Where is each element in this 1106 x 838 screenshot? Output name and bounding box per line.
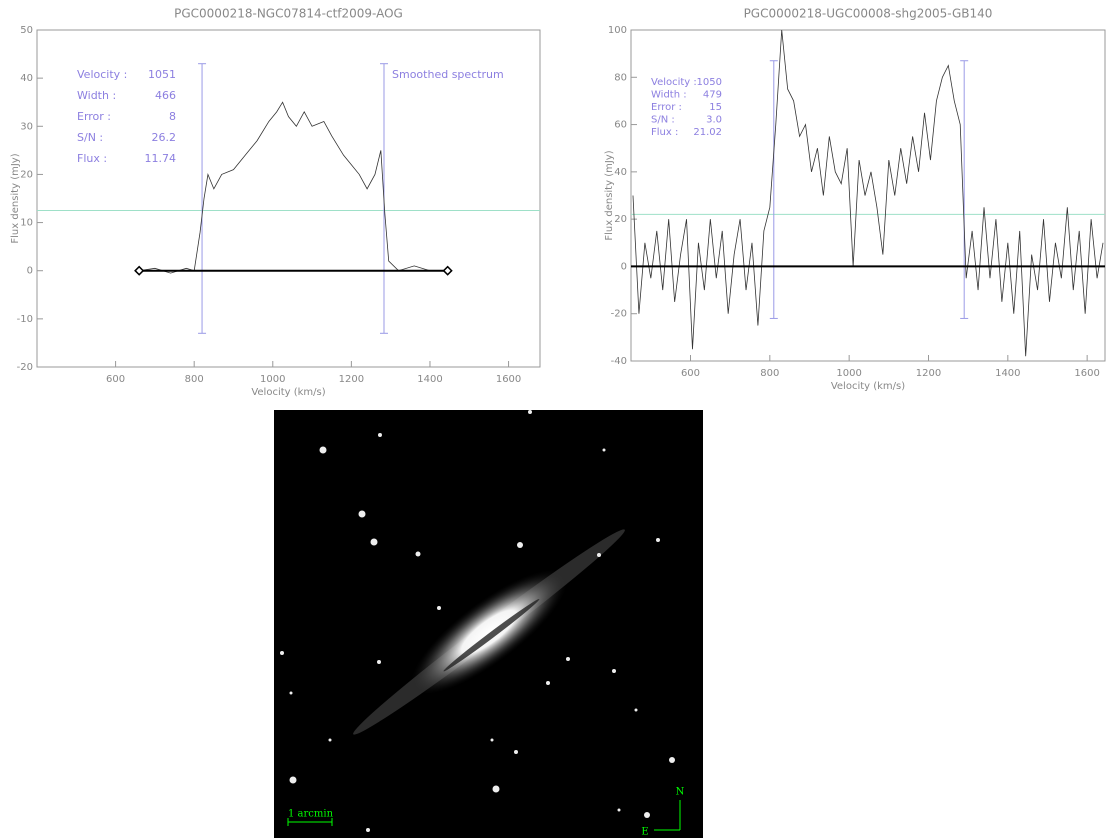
y-tick-label: 80 xyxy=(614,72,627,83)
y-tick-label: -10 xyxy=(17,314,33,325)
plot-frame xyxy=(36,29,541,368)
stat-value: 1050 xyxy=(697,77,722,88)
annotation: Smoothed spectrum xyxy=(392,68,504,81)
stat-value: 26.2 xyxy=(152,131,177,144)
stat-value: 466 xyxy=(155,89,176,102)
stat-value: 479 xyxy=(703,90,722,101)
chart-title: PGC0000218-NGC07814-ctf2009-AOG xyxy=(174,7,403,21)
x-tick-label: 600 xyxy=(106,374,125,385)
baseline-end xyxy=(134,265,145,276)
stat-label: Flux : xyxy=(651,127,678,138)
y-tick-label: -20 xyxy=(611,309,627,320)
x-tick-label: 1600 xyxy=(1074,368,1099,379)
x-tick-label: 1200 xyxy=(339,374,364,385)
north-label: N xyxy=(676,787,685,798)
x-axis-label: Velocity (km/s) xyxy=(251,387,325,398)
stat-label: Error : xyxy=(651,102,682,113)
x-tick-label: 800 xyxy=(760,368,779,379)
galaxy-image: 1 arcmin N E xyxy=(274,410,703,838)
stat-label: Velocity : xyxy=(77,68,127,81)
stat-label: S/N : xyxy=(651,115,675,126)
y-tick-label: 0 xyxy=(27,266,33,277)
x-tick-label: 1600 xyxy=(496,374,521,385)
stars xyxy=(280,410,675,832)
x-tick-label: 1000 xyxy=(836,368,861,379)
y-tick-label: 20 xyxy=(20,169,33,180)
stat-value: 11.74 xyxy=(145,152,177,165)
y-tick-label: 30 xyxy=(20,121,33,132)
stat-label: Velocity : xyxy=(651,77,697,88)
y-tick-label: 50 xyxy=(20,25,33,36)
x-tick-label: 1000 xyxy=(260,374,285,385)
stat-value: 3.0 xyxy=(706,115,722,126)
east-label: E xyxy=(641,827,648,838)
y-axis-label: Flux density (mJy) xyxy=(10,153,21,243)
stat-value: 8 xyxy=(169,110,176,123)
stat-value: 15 xyxy=(709,102,722,113)
chart-title: PGC0000218-UGC00008-shg2005-GB140 xyxy=(744,7,993,21)
stat-label: Width : xyxy=(651,90,687,101)
spectrum-line xyxy=(139,101,448,274)
stat-value: 1051 xyxy=(148,68,176,81)
x-tick-label: 1400 xyxy=(417,374,442,385)
stat-label: Flux : xyxy=(77,152,107,165)
x-tick-label: 1400 xyxy=(995,368,1020,379)
baseline-end xyxy=(442,265,453,276)
y-tick-label: 10 xyxy=(20,218,33,229)
compass xyxy=(287,800,681,831)
charts: PGC0000218-NGC07814-ctf2009-AOG Velocity … xyxy=(10,7,1106,398)
stat-label: S/N : xyxy=(77,131,103,144)
stat-label: Error : xyxy=(77,110,111,123)
spectrum-line xyxy=(632,29,1104,357)
x-tick-label: 600 xyxy=(681,368,700,379)
y-tick-label: 40 xyxy=(614,167,627,178)
stat-label: Width : xyxy=(77,89,116,102)
y-tick-label: 20 xyxy=(614,214,627,225)
stat-value: 21.02 xyxy=(693,127,722,138)
x-tick-label: 800 xyxy=(185,374,204,385)
y-tick-label: 100 xyxy=(608,25,627,36)
x-axis-label: Velocity (km/s) xyxy=(831,381,905,392)
y-tick-label: -40 xyxy=(611,356,627,367)
y-tick-label: -20 xyxy=(17,362,33,373)
plot-frame xyxy=(630,29,1106,362)
y-tick-label: 0 xyxy=(621,261,627,272)
scale-label: 1 arcmin xyxy=(288,809,334,820)
y-axis-label: Flux density (mJy) xyxy=(604,150,615,240)
galaxy xyxy=(353,529,625,735)
x-tick-label: 1200 xyxy=(916,368,941,379)
y-tick-label: 60 xyxy=(614,120,627,131)
y-tick-label: 40 xyxy=(20,73,33,84)
